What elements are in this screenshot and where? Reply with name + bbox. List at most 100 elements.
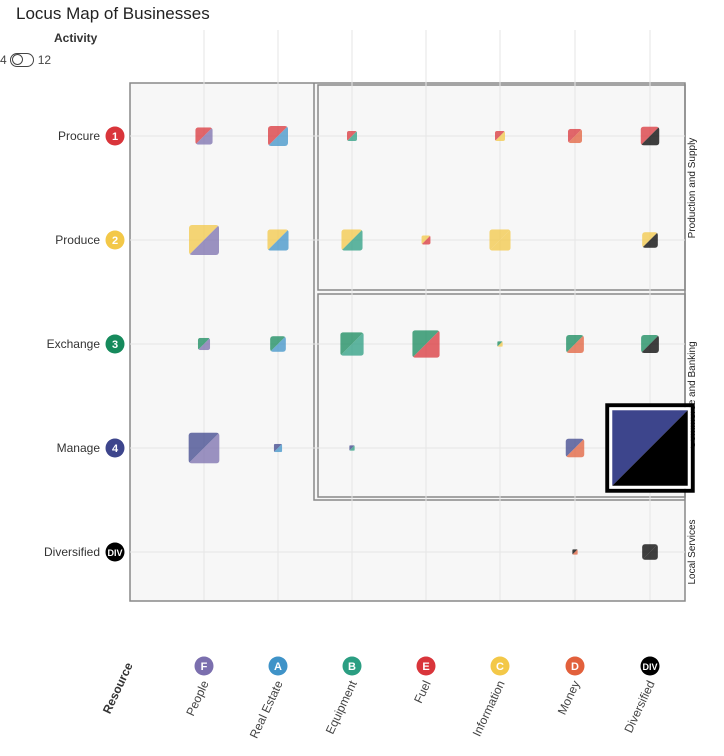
cell-highlight-inner [609, 407, 691, 489]
row-badge-text: 2 [112, 235, 118, 247]
row-badge-text: 3 [112, 339, 118, 351]
column-badge-icon [490, 656, 510, 676]
cell-column-half[interactable] [273, 443, 283, 453]
cell-1-D[interactable] [567, 128, 583, 144]
region-label: Production and Supply [687, 138, 698, 239]
activity-toggle[interactable] [9, 53, 34, 67]
cell-3-D[interactable] [566, 335, 584, 353]
cell-column-half[interactable] [567, 128, 583, 144]
cell-1-B[interactable] [347, 131, 357, 141]
cell-column-half[interactable] [497, 341, 503, 347]
local-services-divider [313, 83, 685, 501]
activity-filter-label: Activity [54, 31, 98, 45]
cell-4-A[interactable] [273, 443, 283, 453]
row-label: Diversified [44, 545, 100, 559]
cell-column-half[interactable] [267, 229, 289, 251]
column-label: Money [555, 678, 583, 717]
cell-column-half[interactable] [641, 335, 659, 353]
cell-1-C[interactable] [495, 131, 505, 141]
column-label: People [183, 678, 212, 718]
cell-column-half[interactable] [611, 409, 689, 487]
column-badge-text: B [348, 661, 356, 673]
region-production-box [317, 84, 686, 291]
cell-row-half[interactable] [195, 127, 213, 145]
cell-DIV-DIV[interactable] [642, 544, 658, 560]
cell-column-half[interactable] [270, 336, 286, 352]
cell-column-half[interactable] [565, 438, 585, 458]
column-badge-icon [565, 656, 585, 676]
cell-2-DIV[interactable] [642, 232, 658, 248]
column-label: Real Estate [247, 678, 286, 740]
cell-column-half[interactable] [489, 229, 511, 251]
cell-column-half[interactable] [197, 337, 211, 351]
cell-column-half[interactable] [341, 229, 363, 251]
cell-column-half[interactable] [640, 126, 660, 146]
column-badge-text: DIV [642, 662, 657, 672]
row-badge-text: DIV [107, 548, 122, 558]
cell-column-half[interactable] [421, 235, 431, 245]
cell-2-F[interactable] [189, 225, 219, 255]
activity-max-label: 12 [37, 53, 52, 67]
cell-1-A[interactable] [268, 126, 288, 146]
cell-4-F[interactable] [188, 432, 220, 464]
cell-3-C[interactable] [497, 341, 503, 347]
column-badge-icon [640, 656, 660, 676]
row-label: Manage [57, 441, 101, 455]
chart-title: Locus Map of Businesses [16, 4, 210, 23]
row-badge-icon [105, 438, 125, 458]
cell-column-half[interactable] [495, 131, 505, 141]
column-badge-text: F [201, 661, 208, 673]
cell-3-E[interactable] [412, 330, 440, 358]
cell-DIV-D[interactable] [572, 549, 578, 555]
column-badge-icon [194, 656, 214, 676]
row-label: Procure [58, 129, 100, 143]
activity-filter: 4 12 [0, 52, 51, 68]
column-label: Equipment [323, 678, 360, 737]
region-label: Local Services [687, 519, 698, 584]
cell-column-half[interactable] [347, 131, 357, 141]
cell-column-half[interactable] [268, 126, 288, 146]
cell-column-half[interactable] [188, 432, 220, 464]
cell-column-half[interactable] [340, 332, 364, 356]
cell-highlight-frame [605, 403, 695, 493]
cell-column-half[interactable] [189, 225, 219, 255]
row-badge-icon [105, 126, 125, 146]
cell-2-E[interactable] [421, 235, 431, 245]
cell-2-C[interactable] [489, 229, 511, 251]
cell-4-B[interactable] [349, 445, 355, 451]
cell-column-half[interactable] [412, 330, 440, 358]
cell-2-B[interactable] [341, 229, 363, 251]
column-badge-text: A [274, 661, 282, 673]
row-badge-text: 1 [112, 131, 118, 143]
cell-column-half[interactable] [572, 549, 578, 555]
cell-column-half[interactable] [642, 232, 658, 248]
cell-4-DIV[interactable] [605, 403, 695, 493]
cell-3-DIV[interactable] [641, 335, 659, 353]
region-label: Commerce and Banking [687, 341, 698, 448]
column-badge-text: D [571, 661, 579, 673]
cell-1-DIV[interactable] [640, 126, 660, 146]
region-commerce-box [317, 293, 686, 498]
cell-3-B[interactable] [340, 332, 364, 356]
cell-column-half[interactable] [566, 335, 584, 353]
cell-3-A[interactable] [270, 336, 286, 352]
cell-column-half[interactable] [195, 127, 213, 145]
x-axis-title: Resource [100, 660, 136, 716]
column-badge-icon [268, 656, 288, 676]
row-label: Produce [55, 233, 100, 247]
toggle-knob[interactable] [11, 54, 23, 65]
cell-column-half[interactable] [642, 544, 658, 560]
column-badge-icon [416, 656, 436, 676]
column-label: Diversified [621, 678, 657, 735]
cell-1-F[interactable] [195, 127, 213, 145]
column-label: Information [470, 678, 508, 738]
cell-column-half[interactable] [349, 445, 355, 451]
column-badge-text: C [496, 661, 504, 673]
cell-3-F[interactable] [197, 337, 211, 351]
cell-4-D[interactable] [565, 438, 585, 458]
row-badge-text: 4 [112, 443, 119, 455]
row-badge-icon [105, 230, 125, 250]
row-badge-icon [105, 334, 125, 354]
cell-2-A[interactable] [267, 229, 289, 251]
